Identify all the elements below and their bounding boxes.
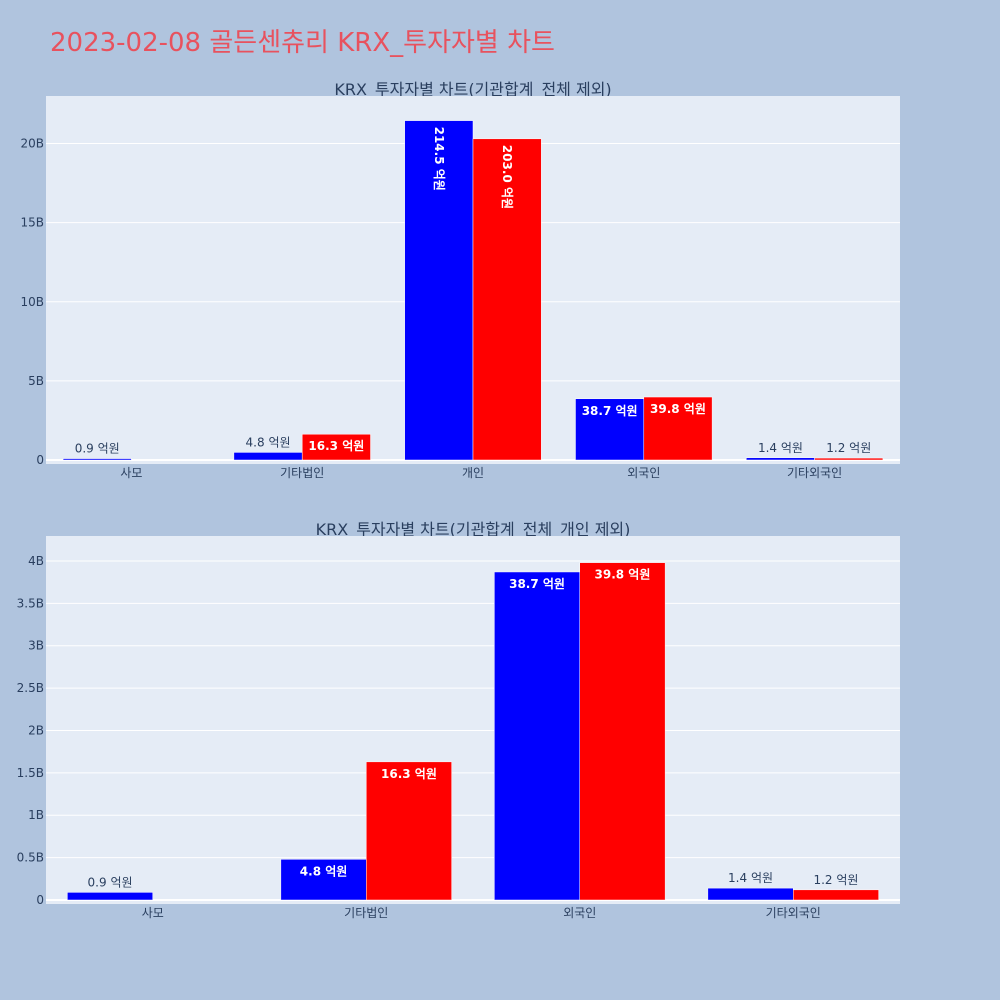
bar [793, 889, 879, 901]
x-tick-label: 사모 [120, 466, 142, 480]
bar [579, 562, 666, 901]
x-tick-label: 외국인 [563, 906, 596, 920]
bar [494, 571, 581, 901]
bar [62, 458, 132, 461]
x-tick-label: 외국인 [627, 466, 660, 480]
bar [746, 457, 815, 461]
bar [67, 892, 153, 901]
chart-1-title: KRX_투자자별 차트(기관합계_전체 제외) [334, 80, 611, 100]
bar-data-label: 1.2 억원 [813, 873, 858, 887]
x-tick-label: 기타법인 [344, 906, 388, 920]
bar [814, 457, 884, 461]
page-title: 2023-02-08 골든센츄리 KRX_투자자별 차트 [50, 28, 555, 58]
bar [366, 761, 452, 901]
y-tick-label: 20B [20, 137, 44, 151]
bar [233, 452, 303, 461]
bar [643, 396, 713, 461]
bar-data-label: 16.3 억원 [308, 439, 364, 453]
bar-data-label: 0.9 억원 [88, 875, 133, 889]
bar [280, 859, 367, 901]
y-tick-label: 15B [20, 216, 44, 230]
bar [404, 120, 474, 461]
bar-data-label: 38.7 억원 [509, 577, 565, 591]
y-tick-label: 5B [28, 374, 44, 388]
x-tick-label: 개인 [462, 466, 484, 480]
plot-background [46, 536, 900, 904]
x-tick-label: 기타외국인 [766, 906, 821, 920]
x-tick-label: 기타법인 [280, 466, 324, 480]
bar-data-label: 4.8 억원 [300, 864, 348, 878]
bar [575, 398, 645, 461]
y-tick-label: 0 [36, 453, 44, 467]
chart-2-title: KRX_투자자별 차트(기관합계_전체_개인 제외) [316, 520, 631, 540]
y-tick-label: 4B [28, 554, 44, 568]
bar-data-label: 39.8 억원 [650, 402, 706, 416]
y-tick-label: 3.5B [17, 596, 44, 610]
bar-data-label: 16.3 억원 [381, 767, 437, 781]
bar-data-label: 1.4 억원 [728, 871, 773, 885]
bar-data-label: 1.4 억원 [758, 441, 803, 455]
y-tick-label: 10B [20, 295, 44, 309]
bar-data-label: 214.5 억원 [432, 127, 446, 191]
bar-data-label: 0.9 억원 [75, 442, 120, 456]
y-tick-label: 1B [28, 808, 44, 822]
x-tick-label: 기타외국인 [787, 466, 842, 480]
bar [707, 887, 794, 901]
bar-data-label: 1.2 억원 [826, 441, 871, 455]
y-tick-label: 0 [36, 893, 44, 907]
y-tick-label: 1.5B [17, 766, 44, 780]
bar-data-label: 4.8 억원 [246, 435, 291, 449]
bar-data-label: 39.8 억원 [595, 568, 651, 582]
y-tick-label: 3B [28, 639, 44, 653]
bar-data-label: 203.0 억원 [500, 145, 514, 209]
bar [301, 433, 371, 461]
x-tick-label: 사모 [142, 906, 164, 920]
y-tick-label: 2B [28, 723, 44, 737]
y-tick-label: 2.5B [17, 681, 44, 695]
y-tick-label: 0.5B [17, 851, 44, 865]
bar-data-label: 38.7 억원 [582, 404, 638, 418]
bar [472, 138, 542, 461]
